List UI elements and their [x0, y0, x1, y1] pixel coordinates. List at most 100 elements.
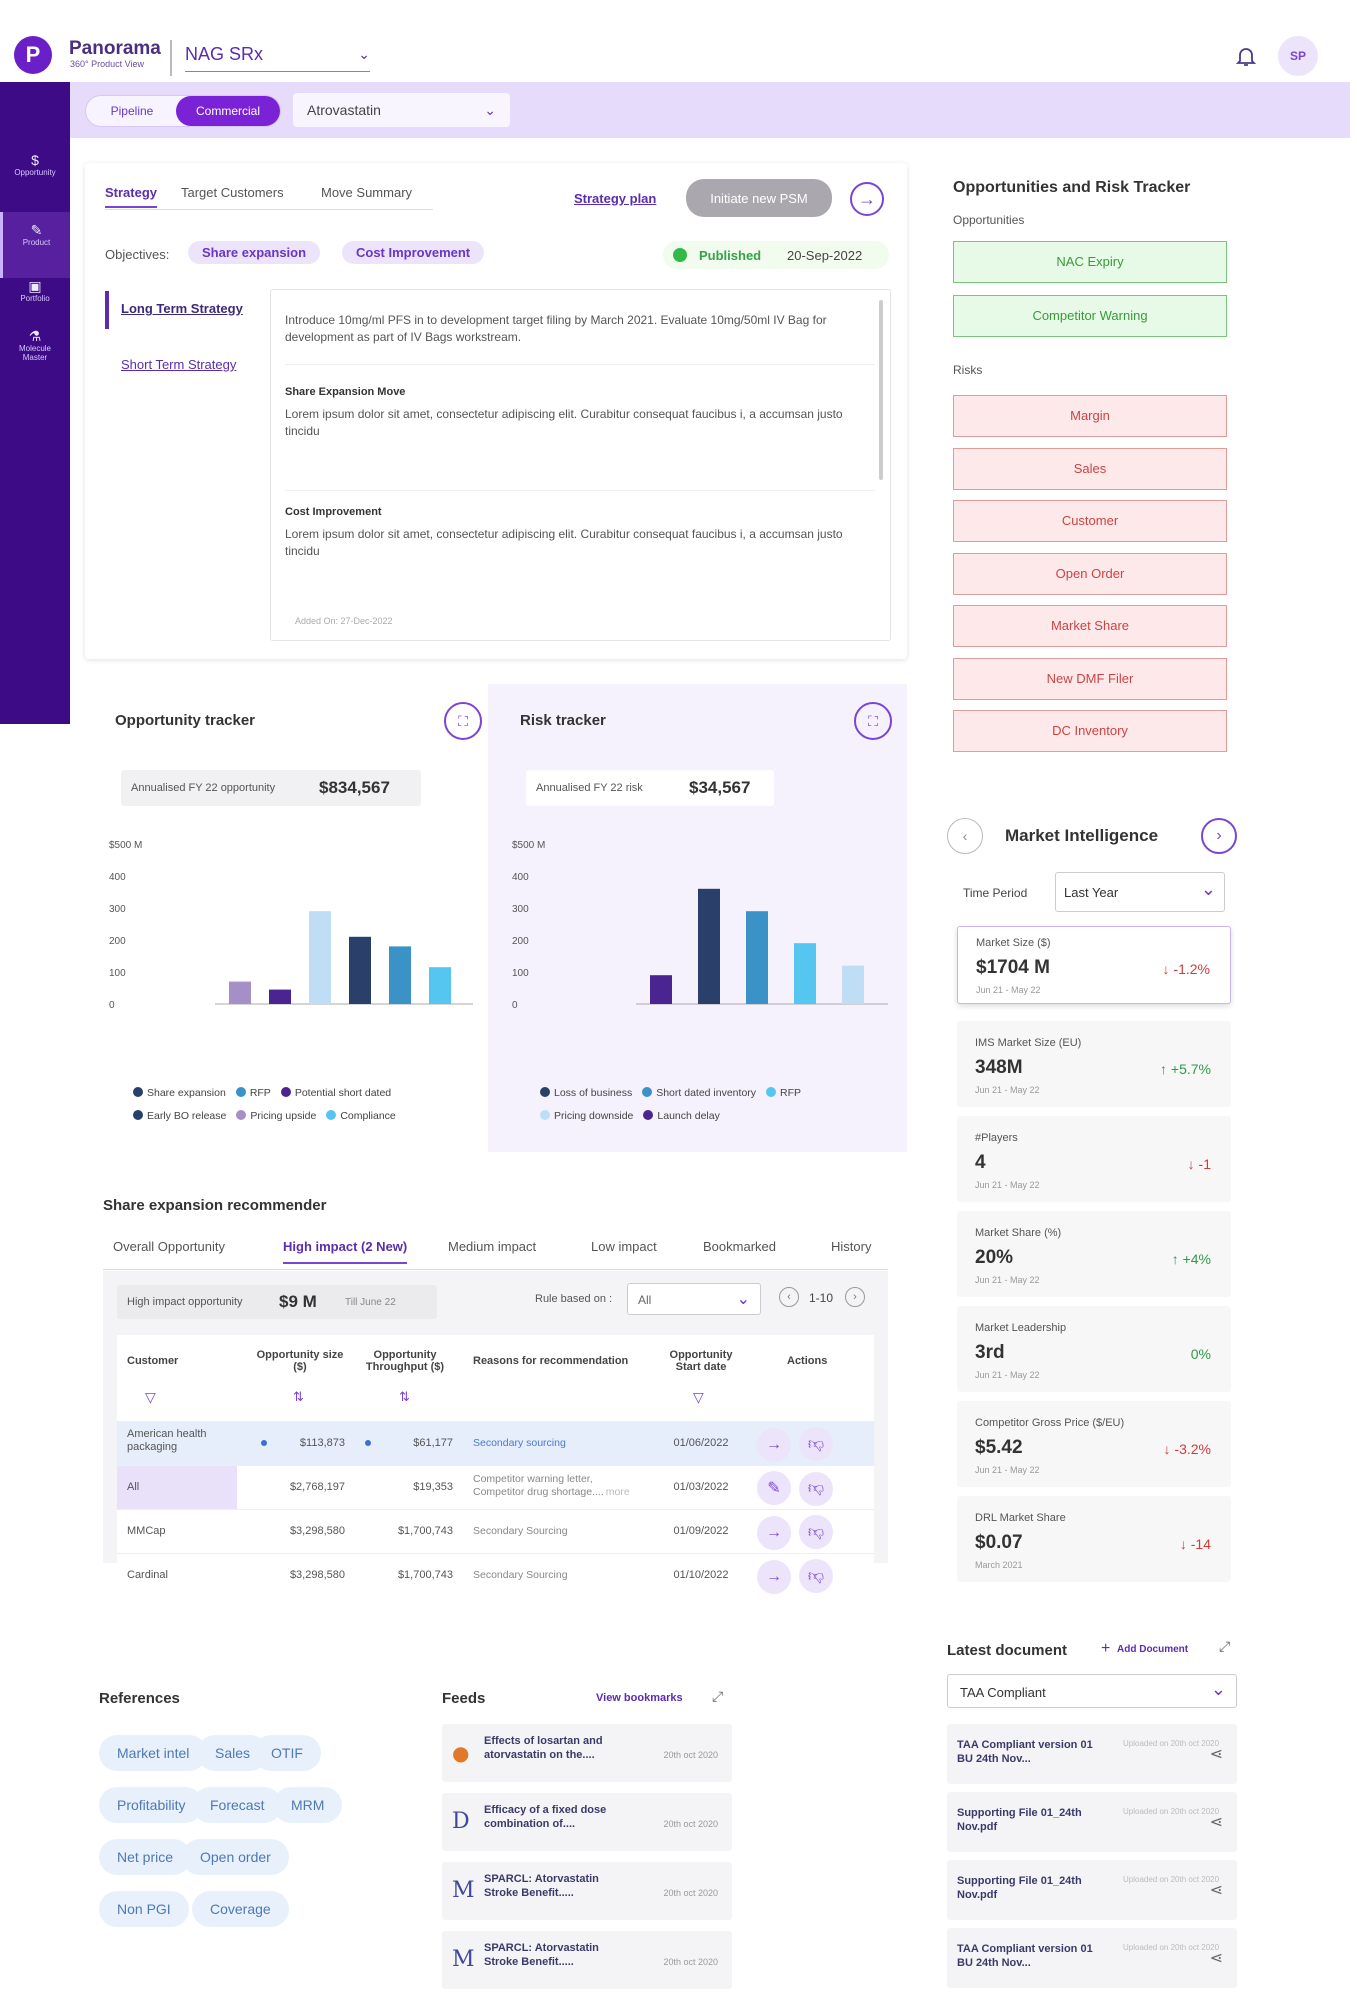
chevron-left-icon[interactable]: ‹: [779, 1287, 799, 1307]
chevron-right-icon[interactable]: ›: [1201, 818, 1237, 854]
expand-icon[interactable]: ⛶: [444, 702, 482, 740]
more-link[interactable]: more: [605, 1486, 630, 1498]
tab-strategy[interactable]: Strategy: [105, 185, 158, 208]
reference-chip[interactable]: Net price: [99, 1839, 192, 1875]
sidebar-item-opportunity[interactable]: $ Opportunity: [0, 153, 70, 177]
plus-icon[interactable]: +: [1101, 1640, 1111, 1657]
time-period-select[interactable]: Last Year ⌄: [1055, 872, 1225, 912]
bar[interactable]: [698, 888, 720, 1004]
initiate-psm-button[interactable]: Initiate new PSM: [686, 179, 832, 217]
share-icon[interactable]: ⋖: [1209, 1882, 1223, 1899]
reference-chip[interactable]: Coverage: [192, 1891, 289, 1927]
sort-icon[interactable]: ⇅: [399, 1389, 410, 1404]
tab-low-impact[interactable]: Low impact: [591, 1239, 657, 1254]
feed-item[interactable]: M SPARCL: Atorvastatin Stroke Benefit....…: [442, 1862, 732, 1920]
market-metric-card[interactable]: Market Leadership 3rd 0% Jun 21 - May 22: [957, 1306, 1231, 1392]
risk-button[interactable]: New DMF Filer: [953, 657, 1227, 700]
sidebar-item-product[interactable]: ✎ Product: [0, 212, 70, 278]
reference-chip[interactable]: Open order: [182, 1839, 289, 1875]
arrow-right-icon[interactable]: →: [757, 1559, 791, 1594]
feed-item[interactable]: M SPARCL: Atorvastatin Stroke Benefit....…: [442, 1931, 732, 1989]
app-logo[interactable]: P: [14, 36, 52, 74]
user-avatar[interactable]: SP: [1278, 36, 1318, 76]
risk-button[interactable]: DC Inventory: [953, 710, 1227, 752]
bar[interactable]: [842, 965, 864, 1004]
reference-chip[interactable]: Market intel: [99, 1735, 208, 1771]
tab-target-customers[interactable]: Target Customers: [181, 185, 284, 200]
document-item[interactable]: Supporting File 01_24th Nov.pdf Uploaded …: [947, 1792, 1237, 1852]
risk-button[interactable]: Market Share: [953, 605, 1227, 647]
opportunity-button[interactable]: Competitor Warning: [953, 295, 1227, 337]
risk-button[interactable]: Margin: [953, 395, 1227, 437]
market-metric-card[interactable]: #Players 4 ↓ -1 Jun 21 - May 22: [957, 1116, 1231, 1202]
opportunity-button[interactable]: NAC Expiry: [953, 241, 1227, 283]
document-filter-select[interactable]: TAA Compliant ⌄: [947, 1674, 1237, 1708]
share-icon[interactable]: ⋖: [1209, 1746, 1223, 1763]
risk-button[interactable]: Open Order: [953, 552, 1227, 595]
edit-icon[interactable]: ✎: [757, 1471, 791, 1505]
tab-bookmarked[interactable]: Bookmarked: [703, 1239, 776, 1254]
view-bookmarks-link[interactable]: View bookmarks: [596, 1692, 683, 1704]
share-icon[interactable]: ⋖: [1209, 1814, 1223, 1831]
reference-chip[interactable]: Profitability: [99, 1787, 204, 1823]
tab-history[interactable]: History: [831, 1239, 872, 1254]
risk-button[interactable]: Customer: [953, 500, 1227, 542]
filter-icon[interactable]: ▽: [693, 1389, 704, 1405]
document-item[interactable]: Supporting File 01_24th Nov.pdf Uploaded …: [947, 1860, 1237, 1920]
rule-select[interactable]: All ⌄: [627, 1283, 761, 1315]
expand-icon[interactable]: ⛶: [854, 702, 892, 740]
reference-chip[interactable]: Forecast: [192, 1787, 283, 1823]
share-icon[interactable]: ⋖: [1209, 1950, 1223, 1967]
expand-icon[interactable]: ⤢: [1219, 1638, 1231, 1654]
chevron-left-icon[interactable]: ‹: [947, 818, 983, 854]
commercial-toggle[interactable]: Commercial: [176, 96, 280, 126]
document-item[interactable]: TAA Compliant version 01 BU 24th Nov... U…: [947, 1724, 1237, 1784]
bar[interactable]: [794, 943, 816, 1004]
tab-medium-impact[interactable]: Medium impact: [448, 1239, 537, 1254]
thumbs-down-icon[interactable]: 👎︎: [799, 1515, 833, 1549]
arrow-right-icon[interactable]: →: [850, 182, 884, 216]
bar[interactable]: [229, 981, 251, 1004]
filter-icon[interactable]: ▽: [145, 1389, 156, 1405]
reference-chip[interactable]: MRM: [273, 1787, 343, 1823]
arrow-right-icon[interactable]: →: [757, 1427, 791, 1462]
add-document-button[interactable]: Add Document: [1117, 1644, 1189, 1655]
long-term-strategy-link[interactable]: Long Term Strategy: [121, 301, 243, 316]
market-metric-card[interactable]: Market Size ($) $1704 M ↓ -1.2% Jun 21 - Ma…: [957, 926, 1231, 1004]
tab-high-impact-2-new[interactable]: High impact (2 New): [283, 1239, 408, 1264]
strategy-plan-link[interactable]: Strategy plan: [574, 191, 657, 206]
table-row[interactable]: All $2,768,197 $19,353 Competitor warning l…: [117, 1465, 874, 1510]
thumbs-down-icon[interactable]: 👎︎: [799, 1427, 833, 1461]
bar[interactable]: [746, 911, 768, 1004]
risk-button[interactable]: Sales: [953, 447, 1227, 490]
reference-chip[interactable]: Non PGI: [99, 1891, 189, 1927]
arrow-right-icon[interactable]: →: [757, 1515, 791, 1550]
table-row[interactable]: Cardinal $3,298,580 $1,700,743 Secondary So…: [117, 1553, 874, 1597]
product-select[interactable]: NAG SRx ⌄: [185, 38, 370, 72]
table-row[interactable]: MMCap $3,298,580 $1,700,743 Secondary Sourc…: [117, 1509, 874, 1553]
market-metric-card[interactable]: DRL Market Share $0.07 ↓ -14 March 2021: [957, 1496, 1231, 1582]
objective-chip[interactable]: Share expansion: [188, 241, 321, 264]
objective-chip[interactable]: Cost Improvement: [342, 241, 485, 264]
thumbs-down-icon[interactable]: 👎︎: [799, 1559, 833, 1593]
bar[interactable]: [309, 911, 331, 1004]
bar[interactable]: [269, 989, 291, 1004]
feed-item[interactable]: ● Effects of losartan and atorvastatin on…: [442, 1724, 732, 1782]
reference-chip[interactable]: OTIF: [253, 1735, 321, 1771]
bar[interactable]: [650, 975, 672, 1004]
sort-icon[interactable]: ⇅: [293, 1389, 304, 1404]
bell-icon[interactable]: [1234, 44, 1258, 68]
chevron-right-icon[interactable]: ›: [845, 1287, 865, 1307]
document-item[interactable]: TAA Compliant version 01 BU 24th Nov... U…: [947, 1928, 1237, 1988]
market-metric-card[interactable]: Market Share (%) 20% ↑ +4% Jun 21 - May 22: [957, 1211, 1231, 1297]
bar[interactable]: [349, 936, 371, 1004]
bar[interactable]: [429, 967, 451, 1004]
pipeline-toggle[interactable]: Pipeline: [110, 104, 154, 118]
scrollbar[interactable]: [879, 300, 883, 480]
table-row[interactable]: American health packaging $113,873 $61,177…: [117, 1421, 874, 1465]
sidebar-item-molecule-master[interactable]: ⚗ Molecule Master: [0, 329, 70, 362]
bar[interactable]: [389, 946, 411, 1004]
feed-item[interactable]: D Efficacy of a fixed dose combination of…: [442, 1793, 732, 1851]
thumbs-down-icon[interactable]: 👎︎: [799, 1471, 833, 1506]
drug-select[interactable]: Atrovastatin ⌄: [293, 93, 510, 127]
